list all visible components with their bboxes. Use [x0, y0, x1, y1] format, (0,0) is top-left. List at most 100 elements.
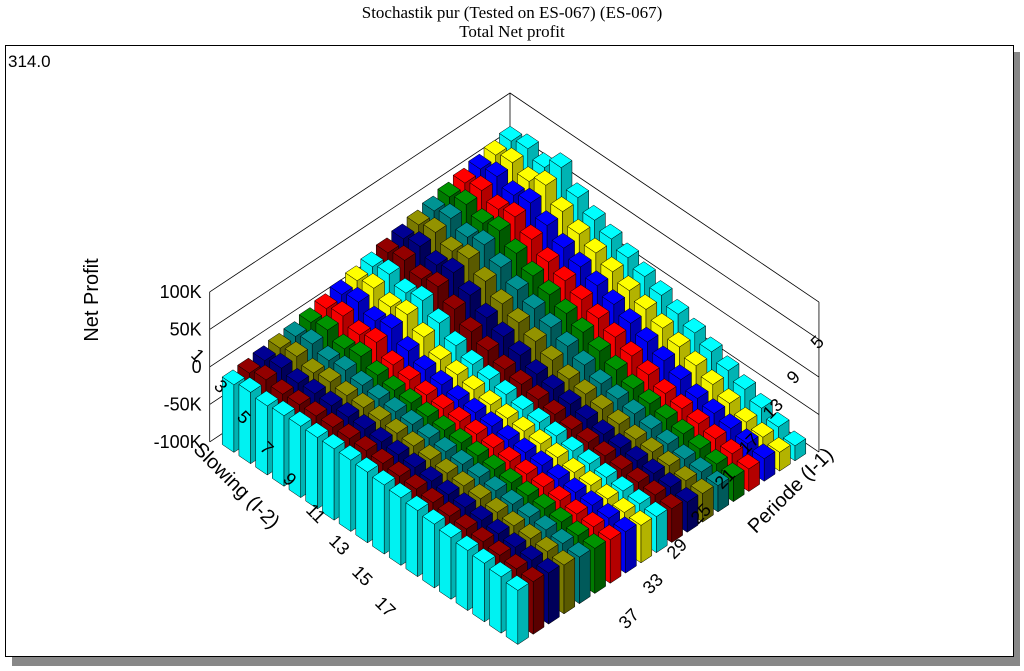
- bar-top: [624, 445, 649, 462]
- bar-top: [421, 195, 446, 212]
- bar-top: [365, 359, 389, 376]
- bar-top: [515, 133, 540, 150]
- bar-side: [594, 540, 606, 594]
- bar-top: [409, 263, 433, 280]
- bar-top: [699, 336, 723, 353]
- bar-top: [717, 388, 741, 404]
- bar-top: [428, 344, 452, 361]
- periode-tick-label: 33: [639, 570, 667, 598]
- bar-top: [354, 435, 378, 452]
- bar-top: [384, 418, 409, 434]
- bar-face: [255, 397, 268, 476]
- bar-top: [549, 506, 573, 523]
- bar-top: [415, 401, 440, 418]
- bar-top: [253, 364, 278, 381]
- bar-top: [486, 194, 510, 210]
- bar-top: [506, 307, 531, 324]
- bar-top: [582, 533, 607, 549]
- bar-top: [636, 359, 660, 376]
- bar-top: [505, 575, 530, 591]
- bar-top: [465, 440, 490, 457]
- bar-top: [644, 501, 668, 517]
- bar-top: [654, 403, 678, 420]
- bar-top: [497, 446, 522, 462]
- bar-top: [456, 243, 481, 260]
- bar-top: [520, 260, 545, 277]
- bar-top: [366, 383, 391, 400]
- bar-top: [483, 475, 508, 492]
- bar: [505, 575, 530, 645]
- bar-top: [637, 388, 662, 405]
- bar-top: [533, 170, 558, 186]
- bar-top: [606, 408, 631, 425]
- bar-top: [590, 393, 614, 410]
- bar-top: [536, 557, 560, 574]
- bar-top: [459, 316, 483, 333]
- bar-side: [548, 565, 560, 625]
- bar-top: [658, 471, 682, 488]
- bar-top: [537, 279, 561, 296]
- bar-top: [382, 375, 406, 391]
- bar-top: [581, 511, 605, 528]
- bar-top: [613, 516, 637, 533]
- bar-top: [425, 271, 450, 288]
- bar-face: [472, 554, 485, 623]
- bar-top: [337, 423, 361, 440]
- periode-tick-label: 37: [615, 605, 643, 633]
- bar-top: [752, 443, 776, 460]
- bar-top: [565, 182, 590, 199]
- bar-top: [443, 330, 468, 347]
- bar-top: [329, 279, 353, 296]
- bar-top: [750, 421, 775, 438]
- bar-top: [473, 266, 497, 282]
- bar-top: [705, 470, 730, 486]
- bar-top: [380, 349, 405, 366]
- bar-top: [527, 407, 551, 423]
- bar-top: [667, 331, 691, 348]
- bar-top: [500, 489, 524, 505]
- bar-top: [659, 493, 684, 510]
- bar-top: [651, 345, 676, 362]
- bar-top: [599, 223, 623, 240]
- bar-top: [416, 422, 441, 439]
- bar-top: [565, 520, 590, 536]
- bar-top: [665, 298, 690, 315]
- bar-top: [463, 397, 487, 414]
- bar-top: [397, 364, 422, 381]
- bar-top: [719, 438, 744, 455]
- bar-top: [585, 270, 609, 287]
- bar-side: [640, 517, 653, 564]
- bar-top: [603, 321, 627, 338]
- bar-top: [605, 383, 630, 400]
- bar-top: [301, 357, 325, 374]
- bar-top: [300, 328, 324, 345]
- bar-top: [472, 229, 496, 246]
- bar-top: [451, 470, 476, 487]
- z-tick-label: -50K: [164, 394, 202, 414]
- slowing-tick-label: 17: [371, 593, 399, 621]
- bar-top: [482, 454, 506, 470]
- bar-top: [500, 147, 524, 164]
- bar-top: [427, 307, 451, 324]
- z-tick-label: 100K: [160, 282, 202, 302]
- bar-top: [642, 479, 667, 496]
- bar-top: [640, 436, 664, 453]
- bar-face: [305, 429, 318, 510]
- bar-top: [549, 152, 573, 168]
- bar-top: [314, 293, 338, 309]
- bar-face: [505, 582, 519, 645]
- bar-side: [579, 549, 591, 605]
- bar-top: [657, 450, 681, 467]
- bar-top: [377, 259, 401, 275]
- bar-top: [336, 401, 360, 418]
- bar-top: [690, 478, 714, 494]
- bar-top: [454, 189, 478, 205]
- periode-tick-label: 9: [783, 367, 804, 388]
- bar-top: [387, 461, 411, 477]
- bar-top: [583, 237, 608, 254]
- bar-side: [563, 557, 576, 615]
- bar-top: [452, 492, 477, 508]
- bar-top: [418, 444, 442, 461]
- bar-top: [574, 404, 599, 420]
